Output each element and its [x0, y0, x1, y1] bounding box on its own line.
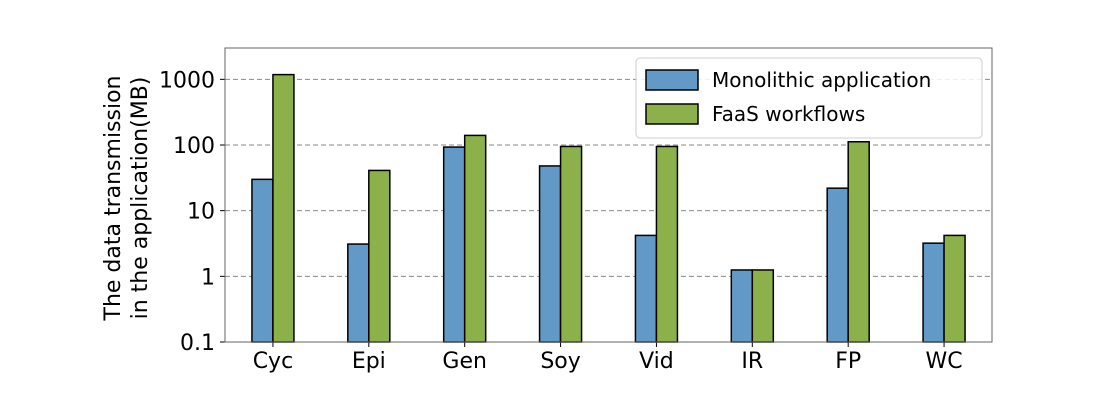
bar-gen-series-1 [442, 146, 466, 343]
bar-wc-series-2 [943, 234, 966, 343]
bar-ir-series-2 [751, 269, 775, 343]
y-tick-label: 1000 [159, 68, 215, 93]
y-axis-label-line-1: The data transmission [101, 76, 126, 322]
legend-swatch [645, 69, 699, 91]
bar-fp-series-1 [826, 187, 849, 343]
x-tick-label: Epi [352, 349, 386, 374]
plot-frame [224, 47, 993, 343]
y-tick-label: 0.1 [180, 331, 215, 356]
x-tick-label: WC [926, 349, 963, 374]
y-axis-label: The data transmission in the application… [101, 76, 153, 322]
bar-vid-series-2 [655, 145, 679, 343]
bar-fp-series-2 [847, 141, 870, 343]
x-tick-label: FP [835, 349, 861, 374]
legend-label: FaaS workflows [712, 102, 865, 126]
bars [251, 73, 966, 343]
bar-cyc-series-2 [272, 73, 295, 343]
y-tick-label: 10 [187, 200, 215, 225]
legend-swatch [645, 103, 699, 125]
x-tick-label: Vid [639, 349, 674, 374]
bar-ir-series-1 [730, 269, 754, 343]
x-tick-label: Gen [442, 349, 487, 374]
bar-epi-series-2 [368, 169, 391, 343]
legend: Monolithic application FaaS workflows [635, 57, 983, 139]
legend-label: Monolithic application [712, 68, 931, 92]
x-tick-label: Cyc [253, 349, 293, 374]
bar-gen-series-2 [463, 134, 487, 343]
bar-vid-series-1 [634, 234, 658, 343]
y-axis-label-line-2: in the application(MB) [128, 77, 153, 320]
bar-wc-series-1 [922, 242, 945, 343]
y-tick-label: 100 [173, 134, 215, 159]
bar-soy-series-1 [538, 165, 562, 343]
axes: 0.1 1 10 100 1000 Cyc Epi Gen Soy Vid IR FP WC [159, 47, 993, 374]
x-tick-label: IR [741, 349, 763, 374]
bar-soy-series-2 [559, 145, 583, 343]
bar-cyc-series-1 [251, 178, 274, 343]
legend-box [635, 57, 983, 139]
x-tick-label: Soy [540, 349, 580, 374]
y-tick-label: 1 [201, 265, 215, 290]
bar-epi-series-1 [347, 243, 370, 343]
